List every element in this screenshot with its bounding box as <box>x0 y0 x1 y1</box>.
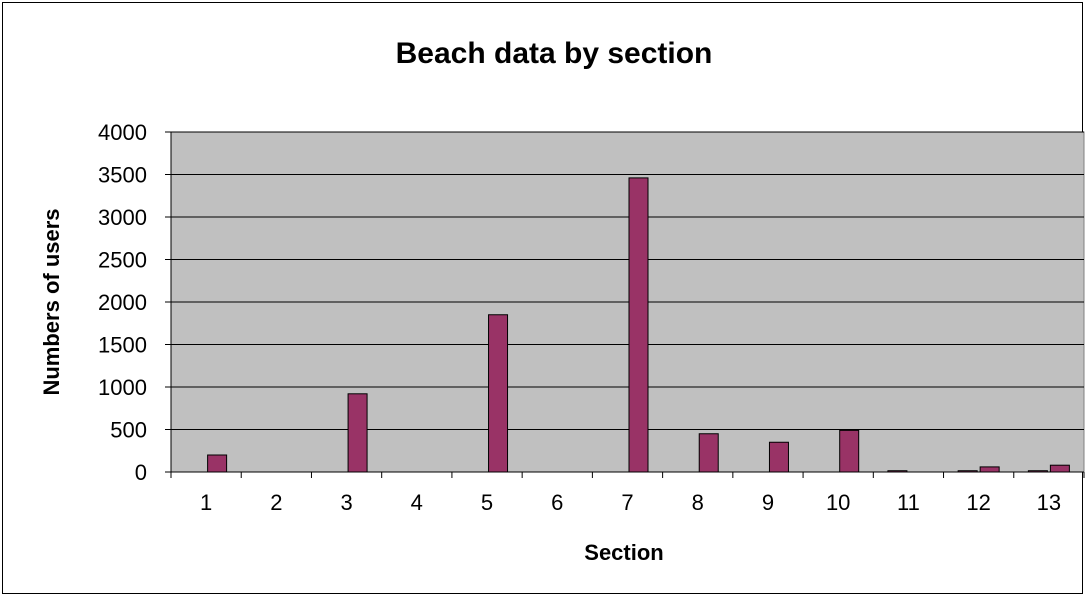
y-tick-label: 0 <box>135 460 147 485</box>
x-tick-label: 3 <box>340 490 352 515</box>
x-tick-label: 13 <box>1037 490 1061 515</box>
x-tick-label: 6 <box>551 490 563 515</box>
x-axis-title: Section <box>584 540 663 565</box>
x-tick-label: 4 <box>411 490 423 515</box>
x-tick-label: 5 <box>481 490 493 515</box>
y-tick-label: 1000 <box>98 375 147 400</box>
y-tick-label: 500 <box>110 418 147 443</box>
x-tick-label: 8 <box>692 490 704 515</box>
bar <box>768 441 789 473</box>
x-tick-label: 7 <box>621 490 633 515</box>
bar <box>628 177 649 473</box>
y-tick-label: 3000 <box>98 205 147 230</box>
chart-title: Beach data by section <box>396 37 713 70</box>
gridlines <box>171 131 1084 430</box>
y-tick-label: 1500 <box>98 333 147 358</box>
y-tick-label: 4000 <box>98 120 147 145</box>
x-tick-label: 10 <box>826 490 850 515</box>
bar <box>488 314 509 473</box>
x-tick-label: 9 <box>762 490 774 515</box>
x-tick-label: 11 <box>897 490 920 515</box>
y-tick-label: 2000 <box>98 290 147 315</box>
y-axis-title: Numbers of users <box>39 208 64 395</box>
bar <box>1049 464 1070 473</box>
bars <box>207 177 1070 473</box>
x-tick-label: 12 <box>966 490 990 515</box>
axes <box>165 131 1085 478</box>
x-tick-label: 2 <box>270 490 282 515</box>
x-tick-label: 1 <box>200 490 212 515</box>
y-tick-labels: 0 500 1000 1500 2000 2500 3000 3500 4000 <box>98 120 147 485</box>
x-tick-labels: 1 2 3 4 5 6 7 8 9 10 11 12 13 <box>200 490 1061 515</box>
bar <box>839 429 860 473</box>
bar <box>698 433 719 473</box>
bar <box>979 466 1000 473</box>
y-tick-label: 3500 <box>98 163 147 188</box>
bar <box>347 393 368 473</box>
y-tick-label: 2500 <box>98 248 147 273</box>
bar <box>207 454 228 473</box>
